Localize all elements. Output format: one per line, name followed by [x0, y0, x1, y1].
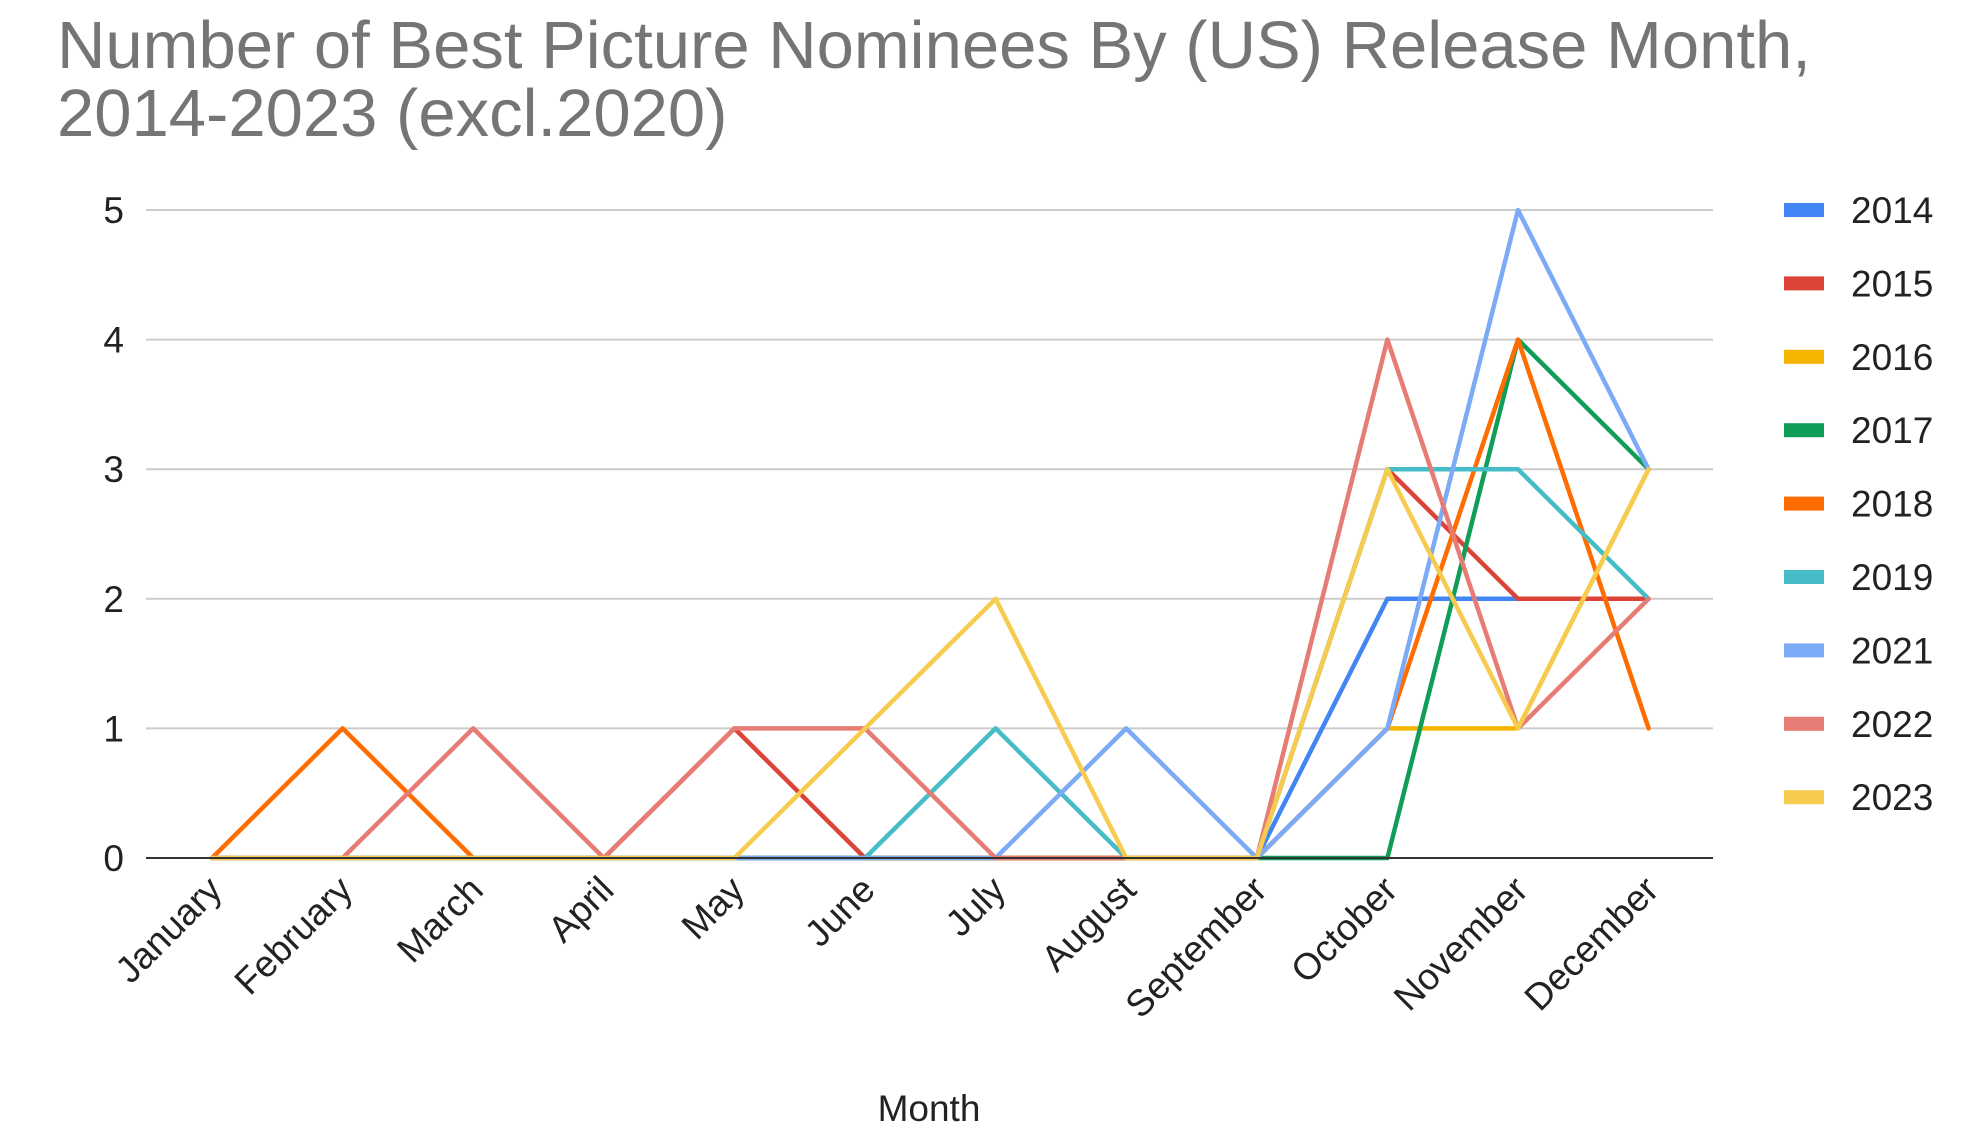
legend-swatch-2017: [1784, 423, 1824, 438]
legend-swatch-2016: [1784, 349, 1824, 364]
legend-swatch-2018: [1784, 496, 1824, 511]
x-tick-label: August: [1033, 868, 1144, 979]
series-line-2023: [209, 466, 1651, 861]
chart-title-line-1: Number of Best Picture Nominees By (US) …: [57, 8, 1811, 83]
series-line-2021: [209, 207, 1651, 861]
legend-swatch-2015: [1784, 276, 1824, 291]
legend-label-2016: 2016: [1851, 337, 1933, 378]
legend-label-2023: 2023: [1851, 777, 1933, 818]
y-tick-label: 5: [103, 190, 124, 231]
y-tick-label: 3: [103, 449, 124, 490]
legend-swatch-2019: [1784, 570, 1824, 584]
x-tick-label: July: [938, 868, 1014, 944]
legend-label-2014: 2014: [1851, 190, 1933, 231]
x-tick-label: February: [227, 868, 361, 1002]
x-tick-label: March: [389, 869, 491, 971]
x-tick-label: October: [1283, 869, 1405, 991]
y-tick-label: 1: [103, 708, 124, 749]
legend-swatch-2023: [1784, 790, 1824, 805]
legend-swatch-2014: [1784, 203, 1824, 217]
x-axis-title: Month: [878, 1088, 981, 1129]
chart-title-line-2: 2014-2023 (excl.2020): [57, 76, 727, 151]
series-line-2022: [209, 337, 1651, 861]
legend-label-2022: 2022: [1851, 704, 1933, 745]
x-tick-label: April: [540, 869, 621, 950]
legend-label-2021: 2021: [1851, 630, 1933, 671]
legend-swatch-2021: [1784, 643, 1824, 658]
x-tick-label: November: [1386, 869, 1536, 1019]
legend-label-2018: 2018: [1851, 484, 1933, 525]
x-tick-label: January: [108, 868, 230, 990]
legend-label-2017: 2017: [1851, 410, 1933, 451]
legend: 2014 2015 2016 2017 2018 2019 2021 2022 2023: [1784, 190, 1933, 818]
x-tick-label: December: [1517, 869, 1667, 1019]
x-tick-label: June: [797, 869, 883, 955]
x-tick-label: September: [1117, 869, 1274, 1026]
legend-label-2015: 2015: [1851, 263, 1933, 304]
y-axis-ticks: 0 1 2 3 4 5: [103, 190, 124, 879]
legend-swatch-2022: [1784, 716, 1824, 731]
series-lines: [209, 207, 1651, 861]
y-tick-label: 4: [103, 320, 124, 361]
y-tick-label: 2: [103, 579, 124, 620]
x-tick-label: May: [674, 868, 753, 947]
legend-label-2019: 2019: [1851, 557, 1933, 598]
y-tick-label: 0: [103, 838, 124, 879]
